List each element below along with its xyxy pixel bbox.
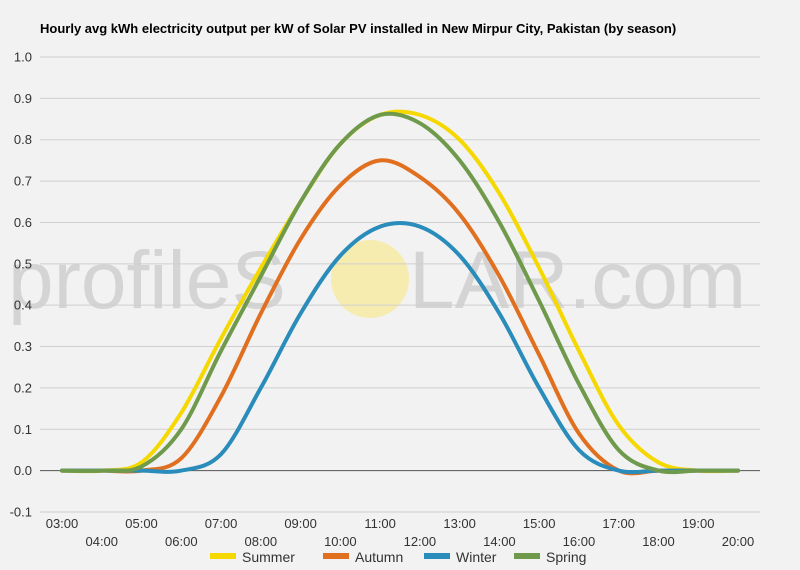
x-tick-label: 05:00 [125, 516, 158, 531]
legend-item-autumn[interactable]: Autumn [323, 549, 403, 565]
y-tick-label: 0.3 [14, 339, 32, 354]
legend[interactable]: Summer Autumn Winter Spring [210, 549, 586, 565]
legend-item-spring[interactable]: Spring [514, 549, 586, 565]
x-tick-label: 10:00 [324, 534, 357, 549]
legend-swatch [210, 553, 236, 559]
series-line-summer [60, 109, 740, 474]
x-axis: 03:00 04:00 05:00 06:00 07:00 08:00 09:00 10:00… [46, 516, 755, 549]
x-tick-label: 16:00 [563, 534, 596, 549]
x-tick-label: 11:00 [364, 516, 396, 531]
y-tick-label: -0.1 [10, 505, 32, 520]
y-tick-label: 0.6 [14, 215, 32, 230]
legend-swatch [424, 553, 450, 559]
chart-title: Hourly avg kWh electricity output per kW… [40, 21, 676, 36]
x-tick-label: 09:00 [284, 516, 317, 531]
legend-swatch [323, 553, 349, 559]
series-line-spring [60, 111, 740, 475]
x-tick-label: 15:00 [523, 516, 556, 531]
series-lines [60, 109, 740, 476]
watermark: profileS LAR.com [8, 235, 746, 326]
x-tick-label: 12:00 [404, 534, 437, 549]
y-tick-label: 0.7 [14, 174, 32, 189]
x-tick-label: 18:00 [642, 534, 675, 549]
y-tick-label: 0.5 [14, 256, 32, 271]
grid [40, 56, 760, 513]
legend-swatch [514, 553, 540, 559]
legend-label: Winter [456, 549, 497, 565]
y-tick-label: 0.0 [14, 463, 32, 478]
x-tick-label: 04:00 [85, 534, 118, 549]
y-tick-label: 0.4 [14, 298, 32, 313]
watermark-sun-icon [331, 240, 409, 318]
y-tick-label: 0.8 [14, 132, 32, 147]
x-tick-label: 03:00 [46, 516, 79, 531]
series-line-winter [60, 221, 740, 475]
watermark-text-right: LAR.com [409, 235, 746, 326]
y-axis: -0.1 0.0 0.1 0.2 0.3 0.4 0.5 0.6 0.7 0.8 0.9 1.0 [10, 50, 32, 520]
y-tick-label: 1.0 [14, 50, 32, 65]
x-tick-label: 14:00 [483, 534, 516, 549]
x-tick-label: 19:00 [682, 516, 715, 531]
x-tick-label: 08:00 [245, 534, 278, 549]
x-tick-label: 17:00 [602, 516, 635, 531]
legend-item-winter[interactable]: Winter [424, 549, 497, 565]
x-tick-label: 07:00 [205, 516, 238, 531]
x-tick-label: 06:00 [165, 534, 198, 549]
x-tick-label: 20:00 [722, 534, 755, 549]
legend-label: Spring [546, 549, 586, 565]
legend-label: Autumn [355, 549, 403, 565]
watermark-text-left: profileS [8, 235, 286, 326]
y-tick-label: 0.9 [14, 91, 32, 106]
y-tick-label: 0.2 [14, 380, 32, 395]
legend-label: Summer [242, 549, 295, 565]
y-tick-label: 0.1 [14, 422, 32, 437]
legend-item-summer[interactable]: Summer [210, 549, 295, 565]
x-tick-label: 13:00 [443, 516, 476, 531]
